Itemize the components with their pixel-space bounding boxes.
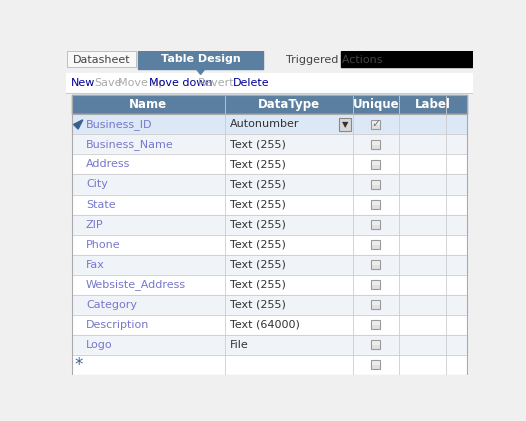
Bar bbox=[72, 354, 467, 375]
Text: Move down: Move down bbox=[149, 78, 213, 88]
Bar bbox=[372, 201, 380, 205]
Text: Revert: Revert bbox=[197, 78, 234, 88]
Bar bbox=[372, 120, 380, 125]
Bar bbox=[72, 255, 467, 274]
Text: Websiste_Address: Websiste_Address bbox=[86, 279, 186, 290]
Text: Text (255): Text (255) bbox=[230, 260, 286, 269]
Bar bbox=[371, 240, 380, 249]
Bar bbox=[371, 340, 380, 349]
Text: *: * bbox=[75, 356, 83, 374]
Bar bbox=[72, 134, 467, 155]
Bar bbox=[371, 180, 380, 189]
Bar bbox=[372, 261, 380, 265]
Bar bbox=[371, 300, 380, 309]
Text: Text (255): Text (255) bbox=[230, 179, 286, 189]
Bar bbox=[371, 120, 380, 129]
Bar bbox=[371, 360, 380, 369]
Bar bbox=[372, 161, 380, 165]
Bar bbox=[339, 118, 351, 131]
Text: DataType: DataType bbox=[258, 99, 320, 111]
Text: ▼: ▼ bbox=[341, 120, 348, 129]
Polygon shape bbox=[74, 120, 83, 129]
Bar bbox=[72, 155, 467, 174]
Bar bbox=[371, 280, 380, 289]
Bar bbox=[372, 301, 380, 305]
Text: Triggered Actions: Triggered Actions bbox=[286, 55, 382, 65]
Text: ZIP: ZIP bbox=[86, 219, 104, 229]
Text: File: File bbox=[230, 340, 249, 350]
Bar bbox=[372, 181, 380, 185]
Bar bbox=[72, 215, 467, 234]
Bar bbox=[372, 241, 380, 245]
Text: Text (255): Text (255) bbox=[230, 300, 286, 309]
Bar bbox=[372, 281, 380, 285]
Text: Unique: Unique bbox=[352, 99, 399, 111]
Text: New: New bbox=[71, 78, 96, 88]
Text: Datasheet: Datasheet bbox=[73, 55, 130, 65]
Text: Label: Label bbox=[415, 99, 451, 111]
Bar bbox=[72, 115, 467, 134]
Bar bbox=[341, 51, 473, 67]
Bar bbox=[372, 141, 380, 145]
Text: City: City bbox=[86, 179, 108, 189]
Bar bbox=[72, 234, 467, 255]
Bar bbox=[372, 361, 380, 365]
Bar bbox=[371, 220, 380, 229]
Bar bbox=[66, 73, 473, 93]
Bar bbox=[72, 314, 467, 335]
Bar bbox=[72, 174, 467, 195]
Text: Category: Category bbox=[86, 300, 137, 309]
Text: Text (255): Text (255) bbox=[230, 160, 286, 170]
Bar bbox=[371, 320, 380, 329]
Text: Description: Description bbox=[86, 320, 149, 330]
Text: Business_Name: Business_Name bbox=[86, 139, 174, 150]
Text: Fax: Fax bbox=[86, 260, 105, 269]
Text: Text (255): Text (255) bbox=[230, 200, 286, 210]
Text: Text (255): Text (255) bbox=[230, 240, 286, 250]
Bar bbox=[72, 195, 467, 215]
Text: Text (255): Text (255) bbox=[230, 139, 286, 149]
Bar bbox=[72, 274, 467, 295]
Bar bbox=[371, 160, 380, 169]
Bar bbox=[372, 321, 380, 325]
Bar bbox=[72, 335, 467, 354]
Text: ✓: ✓ bbox=[371, 120, 380, 129]
Bar bbox=[67, 51, 136, 67]
Text: Name: Name bbox=[129, 99, 167, 111]
Bar bbox=[372, 221, 380, 225]
Text: Text (255): Text (255) bbox=[230, 280, 286, 290]
Text: Text (255): Text (255) bbox=[230, 219, 286, 229]
Bar bbox=[72, 295, 467, 314]
Polygon shape bbox=[195, 67, 206, 75]
Text: Business_ID: Business_ID bbox=[86, 119, 153, 130]
Text: Autonumber: Autonumber bbox=[230, 120, 299, 129]
Text: Text (64000): Text (64000) bbox=[230, 320, 300, 330]
Bar bbox=[138, 51, 264, 69]
Bar bbox=[72, 95, 467, 115]
Bar bbox=[66, 51, 473, 67]
Text: Move up: Move up bbox=[118, 78, 165, 88]
Bar bbox=[72, 95, 467, 375]
Text: Address: Address bbox=[86, 160, 130, 170]
Bar bbox=[371, 200, 380, 209]
Text: Delete: Delete bbox=[232, 78, 269, 88]
Text: Logo: Logo bbox=[86, 340, 113, 350]
Text: State: State bbox=[86, 200, 116, 210]
Bar bbox=[371, 140, 380, 149]
Bar bbox=[372, 341, 380, 345]
Text: Save: Save bbox=[95, 78, 122, 88]
Bar bbox=[371, 260, 380, 269]
Text: Phone: Phone bbox=[86, 240, 120, 250]
Text: Table Design: Table Design bbox=[161, 54, 240, 64]
